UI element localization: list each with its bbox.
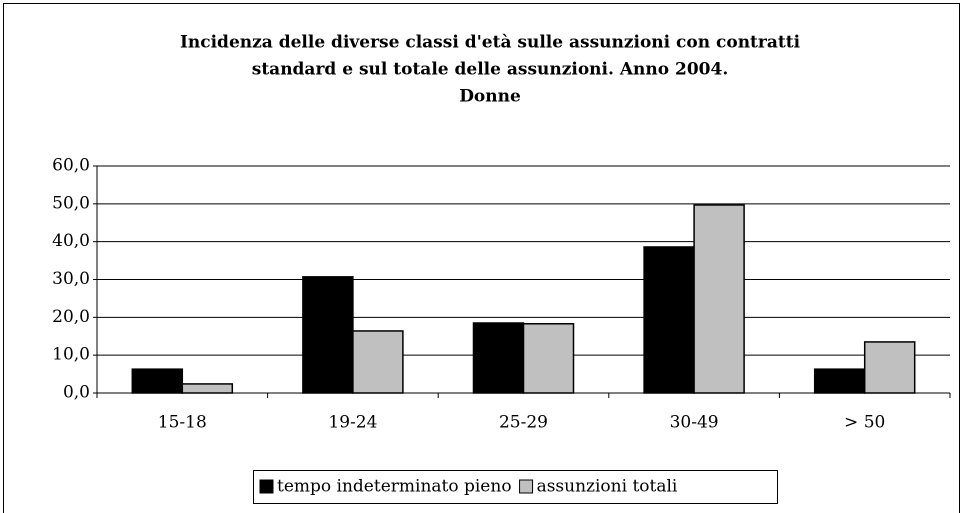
chart-title: standard e sul totale delle assunzioni. … bbox=[252, 60, 729, 80]
bar bbox=[181, 383, 234, 394]
legend-label: tempo indeterminato pieno bbox=[277, 477, 512, 497]
legend-label: assunzioni totali bbox=[537, 477, 678, 497]
y-tick-label: 30,0 bbox=[52, 269, 90, 289]
x-tick-label: 25-29 bbox=[499, 413, 548, 433]
legend-box bbox=[253, 470, 778, 504]
bar bbox=[302, 276, 354, 394]
bar bbox=[131, 368, 184, 394]
x-tick-label: > 50 bbox=[844, 413, 885, 433]
chart-title: Donne bbox=[459, 87, 521, 107]
y-tick-label: 40,0 bbox=[52, 231, 90, 251]
x-tick-label: 15-18 bbox=[158, 413, 207, 433]
bar bbox=[472, 322, 525, 394]
bar bbox=[643, 246, 695, 394]
x-tick-label: 30-49 bbox=[670, 413, 719, 433]
bar bbox=[693, 204, 745, 394]
bar bbox=[813, 368, 866, 394]
bar bbox=[863, 341, 916, 394]
x-tick-label: 19-24 bbox=[328, 413, 377, 433]
y-tick-label: 50,0 bbox=[52, 193, 90, 213]
bar bbox=[352, 330, 404, 394]
legend-swatch bbox=[519, 479, 534, 494]
y-tick-label: 0,0 bbox=[63, 383, 90, 403]
legend-swatch bbox=[259, 479, 274, 494]
y-tick-label: 10,0 bbox=[52, 345, 90, 365]
y-tick-label: 20,0 bbox=[52, 307, 90, 327]
chart-frame bbox=[3, 3, 960, 513]
bar bbox=[522, 323, 575, 394]
y-tick-label: 60,0 bbox=[52, 156, 90, 176]
chart-title: Incidenza delle diverse classi d'età sul… bbox=[180, 33, 801, 53]
